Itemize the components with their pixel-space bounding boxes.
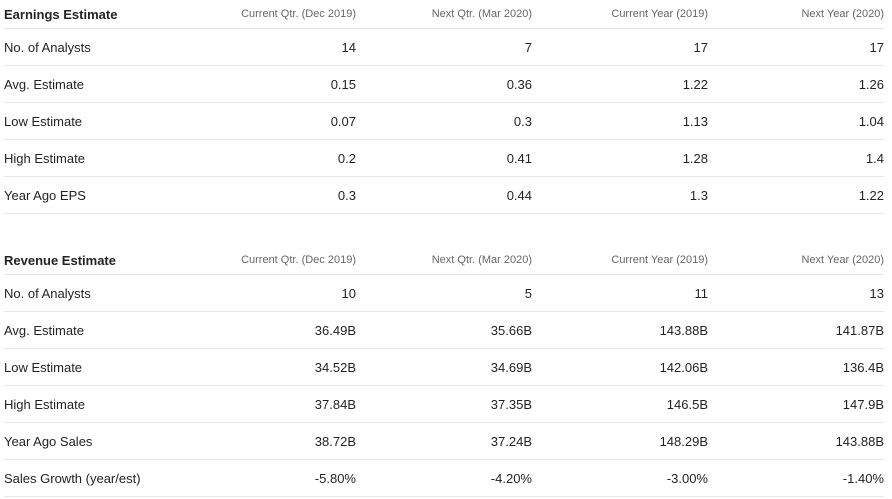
estimates-container: Earnings Estimate Current Qtr. (Dec 2019… [4,0,888,497]
cell-value: 17 [532,28,708,66]
cell-value: 11 [532,274,708,312]
cell-value: 142.06B [532,348,708,386]
row-label: Avg. Estimate [4,65,180,103]
table-row: High Estimate 37.84B 37.35B 146.5B 147.9… [4,385,884,423]
cell-value: 0.44 [356,176,532,214]
col-header-current-year: Current Year (2019) [532,246,708,275]
cell-value: 0.15 [180,65,356,103]
table-row: No. of Analysts 10 5 11 13 [4,274,884,312]
revenue-estimate-table: Revenue Estimate Current Qtr. (Dec 2019)… [4,246,884,497]
cell-value: 10 [180,274,356,312]
row-label: Year Ago EPS [4,176,180,214]
cell-value: 37.24B [356,422,532,460]
col-header-current-year: Current Year (2019) [532,0,708,29]
cell-value: 34.52B [180,348,356,386]
col-header-next-qtr: Next Qtr. (Mar 2020) [356,246,532,275]
cell-value: 13 [708,274,884,312]
cell-value: 143.88B [532,311,708,349]
cell-value: 0.2 [180,139,356,177]
cell-value: 146.5B [532,385,708,423]
row-label: Year Ago Sales [4,422,180,460]
col-header-current-qtr: Current Qtr. (Dec 2019) [180,246,356,275]
cell-value: 37.35B [356,385,532,423]
cell-value: -5.80% [180,459,356,497]
cell-value: 36.49B [180,311,356,349]
row-label: No. of Analysts [4,28,180,66]
cell-value: 34.69B [356,348,532,386]
cell-value: 35.66B [356,311,532,349]
table-row: No. of Analysts 14 7 17 17 [4,28,884,66]
cell-value: 1.13 [532,102,708,140]
cell-value: 0.3 [180,176,356,214]
cell-value: 5 [356,274,532,312]
cell-value: 147.9B [708,385,884,423]
table-row: Sales Growth (year/est) -5.80% -4.20% -3… [4,459,884,497]
cell-value: 1.4 [708,139,884,177]
cell-value: -3.00% [532,459,708,497]
row-label: Sales Growth (year/est) [4,459,180,497]
row-label: High Estimate [4,385,180,423]
row-label: Avg. Estimate [4,311,180,349]
revenue-title: Revenue Estimate [4,246,180,275]
cell-value: 1.3 [532,176,708,214]
col-header-next-year: Next Year (2020) [708,0,884,29]
cell-value: 1.26 [708,65,884,103]
section-spacer [4,214,888,246]
cell-value: 1.22 [532,65,708,103]
cell-value: -4.20% [356,459,532,497]
revenue-header-row: Revenue Estimate Current Qtr. (Dec 2019)… [4,246,884,275]
cell-value: 148.29B [532,422,708,460]
col-header-current-qtr: Current Qtr. (Dec 2019) [180,0,356,29]
earnings-header-row: Earnings Estimate Current Qtr. (Dec 2019… [4,0,884,29]
cell-value: 37.84B [180,385,356,423]
row-label: High Estimate [4,139,180,177]
table-row: Low Estimate 34.52B 34.69B 142.06B 136.4… [4,348,884,386]
col-header-next-qtr: Next Qtr. (Mar 2020) [356,0,532,29]
table-row: High Estimate 0.2 0.41 1.28 1.4 [4,139,884,177]
row-label: Low Estimate [4,102,180,140]
cell-value: 1.28 [532,139,708,177]
earnings-estimate-table: Earnings Estimate Current Qtr. (Dec 2019… [4,0,884,214]
cell-value: 141.87B [708,311,884,349]
cell-value: -1.40% [708,459,884,497]
cell-value: 136.4B [708,348,884,386]
cell-value: 17 [708,28,884,66]
cell-value: 14 [180,28,356,66]
earnings-title: Earnings Estimate [4,0,180,29]
table-row: Low Estimate 0.07 0.3 1.13 1.04 [4,102,884,140]
cell-value: 0.3 [356,102,532,140]
cell-value: 0.36 [356,65,532,103]
cell-value: 7 [356,28,532,66]
cell-value: 38.72B [180,422,356,460]
table-row: Avg. Estimate 36.49B 35.66B 143.88B 141.… [4,311,884,349]
row-label: Low Estimate [4,348,180,386]
cell-value: 0.41 [356,139,532,177]
cell-value: 1.22 [708,176,884,214]
table-row: Avg. Estimate 0.15 0.36 1.22 1.26 [4,65,884,103]
cell-value: 1.04 [708,102,884,140]
table-row: Year Ago EPS 0.3 0.44 1.3 1.22 [4,176,884,214]
cell-value: 0.07 [180,102,356,140]
cell-value: 143.88B [708,422,884,460]
col-header-next-year: Next Year (2020) [708,246,884,275]
table-row: Year Ago Sales 38.72B 37.24B 148.29B 143… [4,422,884,460]
row-label: No. of Analysts [4,274,180,312]
